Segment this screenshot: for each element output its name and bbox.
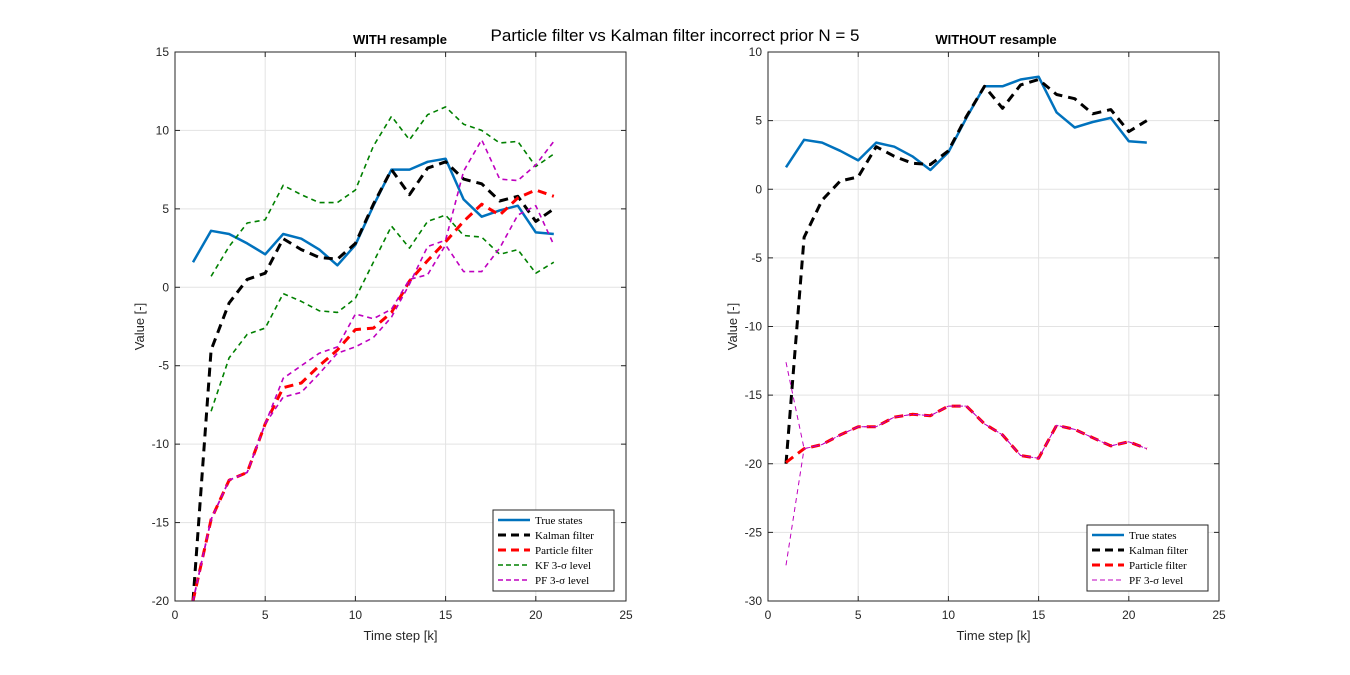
x-tick-label: 0 [172, 608, 179, 622]
y-tick-label: 5 [755, 114, 762, 128]
y-tick-label: -20 [745, 457, 763, 471]
left-axes-with-resample: 0 5 10 15 20 25 -20 -15 -10 -5 0 5 10 15 WITH resample… [132, 32, 633, 643]
legend-label: True states [1129, 530, 1177, 542]
y-tick-label: -10 [152, 437, 170, 451]
y-tick-label: 10 [749, 45, 763, 59]
series-line-kalman-filter [784, 78, 1148, 464]
x-tick-label: 25 [619, 608, 633, 622]
series-line-bound [210, 106, 555, 277]
y-tick-label: 10 [156, 123, 170, 137]
y-tick-label: 5 [162, 202, 169, 216]
series-line-bound [192, 139, 555, 601]
y-tick-label: -15 [152, 516, 170, 530]
y-tick-label: -5 [751, 251, 762, 265]
axes-title: WITHOUT resample [935, 32, 1056, 47]
series-line-pf-3-level [785, 405, 1147, 566]
legend-label: KF 3-σ level [535, 560, 591, 572]
axes-title: WITH resample [353, 32, 447, 47]
legend-label: Particle filter [535, 545, 593, 557]
legend-label: Particle filter [1129, 560, 1187, 572]
y-axis-label: Value [-] [725, 303, 740, 350]
series-group [784, 75, 1148, 566]
y-tick-label: -15 [745, 388, 763, 402]
x-tick-label: 20 [529, 608, 543, 622]
x-tick-label: 10 [942, 608, 956, 622]
x-axis-label: Time step [k] [364, 628, 438, 643]
x-tick-label: 15 [1032, 608, 1046, 622]
y-tick-label: -5 [158, 359, 169, 373]
legend-label: PF 3-σ level [535, 575, 589, 587]
legend-label: Kalman filter [1129, 545, 1188, 557]
y-tick-label: 15 [156, 45, 170, 59]
x-tick-label: 20 [1122, 608, 1136, 622]
x-tick-label: 0 [765, 608, 772, 622]
series-line-particle-filter [191, 188, 555, 601]
y-tick-label: -10 [745, 320, 763, 334]
legend-label: Kalman filter [535, 530, 594, 542]
y-axis-label: Value [-] [132, 303, 147, 350]
y-tick-label: 0 [755, 182, 762, 196]
legend: True states Kalman filter Particle filter K… [492, 509, 615, 592]
x-tick-label: 5 [262, 608, 269, 622]
y-tick-label: 0 [162, 280, 169, 294]
right-axes-without-resample: 0 5 10 15 20 25 -30 -25 -20 -15 -10 -5 0 5 10 WITHOUT r… [725, 32, 1226, 643]
figure-title: Particle filter vs Kalman filter incorre… [491, 26, 860, 45]
legend-label: True states [535, 515, 583, 527]
series-line-kalman-filter [191, 160, 555, 601]
x-tick-label: 25 [1212, 608, 1226, 622]
x-axis-label: Time step [k] [957, 628, 1031, 643]
y-tick-label: -30 [745, 594, 763, 608]
y-tick-label: -20 [152, 594, 170, 608]
y-tick-label: -25 [745, 525, 763, 539]
series-group [191, 106, 555, 601]
axes-box [174, 51, 627, 602]
legend: True states Kalman filter Particle filter P… [1086, 524, 1209, 592]
legend-label: PF 3-σ level [1129, 575, 1183, 587]
x-tick-label: 10 [349, 608, 363, 622]
x-tick-label: 5 [855, 608, 862, 622]
x-tick-label: 15 [439, 608, 453, 622]
